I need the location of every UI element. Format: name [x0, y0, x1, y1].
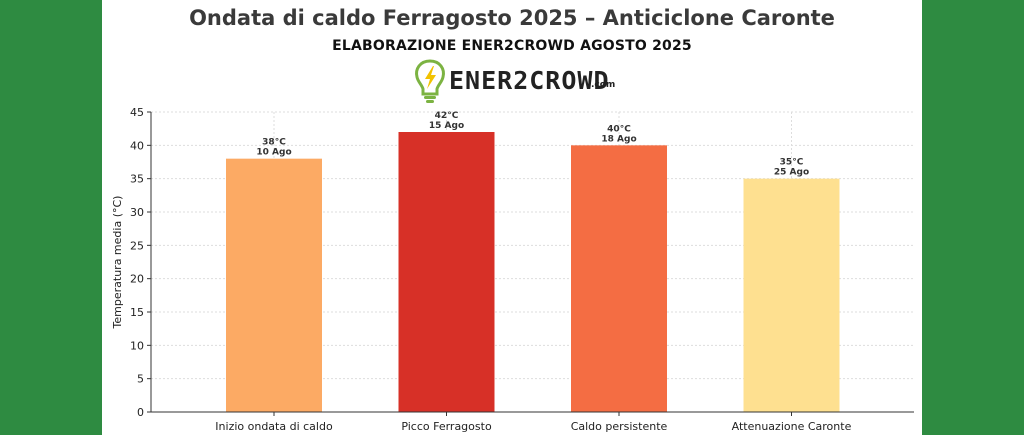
data-label-date: 10 Ago [256, 148, 291, 158]
y-tick-label: 10 [130, 339, 144, 352]
y-tick-label: 35 [130, 173, 144, 186]
data-label-date: 15 Ago [429, 121, 464, 131]
x-tick-label: Picco Ferragosto [401, 420, 492, 433]
x-tick-label: Caldo persistente [571, 420, 668, 433]
bar-3 [571, 145, 667, 413]
y-tick-label: 45 [130, 106, 144, 119]
chart-title: Ondata di caldo Ferragosto 2025 – Antici… [189, 6, 835, 30]
bar-1 [226, 158, 322, 412]
data-label-date: 18 Ago [601, 134, 636, 144]
x-tick-label: Inizio ondata di caldo [215, 420, 333, 433]
data-label-value: 38°C [262, 138, 286, 148]
y-tick-label: 40 [130, 139, 144, 152]
ener2crowd-logo: ENER2CROWD .com [413, 58, 633, 104]
y-tick-label: 0 [137, 406, 144, 419]
bar-4 [743, 178, 840, 412]
y-tick-label: 5 [137, 373, 144, 386]
lightbulb-bolt-icon [415, 59, 445, 103]
chart-subtitle: ELABORAZIONE ENER2CROWD AGOSTO 2025 [332, 38, 692, 54]
data-label-value: 40°C [607, 124, 631, 134]
logo-suffix: .com [591, 80, 616, 90]
y-tick-label: 25 [130, 239, 144, 252]
data-label-date: 25 Ago [774, 168, 809, 178]
y-tick-label: 15 [130, 306, 144, 319]
y-axis-label: Temperatura media (°C) [111, 196, 124, 330]
x-tick-label: Attenuazione Caronte [732, 420, 852, 433]
y-tick-label: 20 [130, 273, 144, 286]
data-label-value: 42°C [435, 111, 459, 121]
left-green-band [0, 0, 102, 435]
y-tick-label: 30 [130, 206, 144, 219]
logo-wordmark: ENER2CROWD [449, 66, 610, 95]
data-label-value: 35°C [780, 158, 804, 168]
right-green-band [922, 0, 1024, 435]
bar-2 [398, 132, 495, 412]
